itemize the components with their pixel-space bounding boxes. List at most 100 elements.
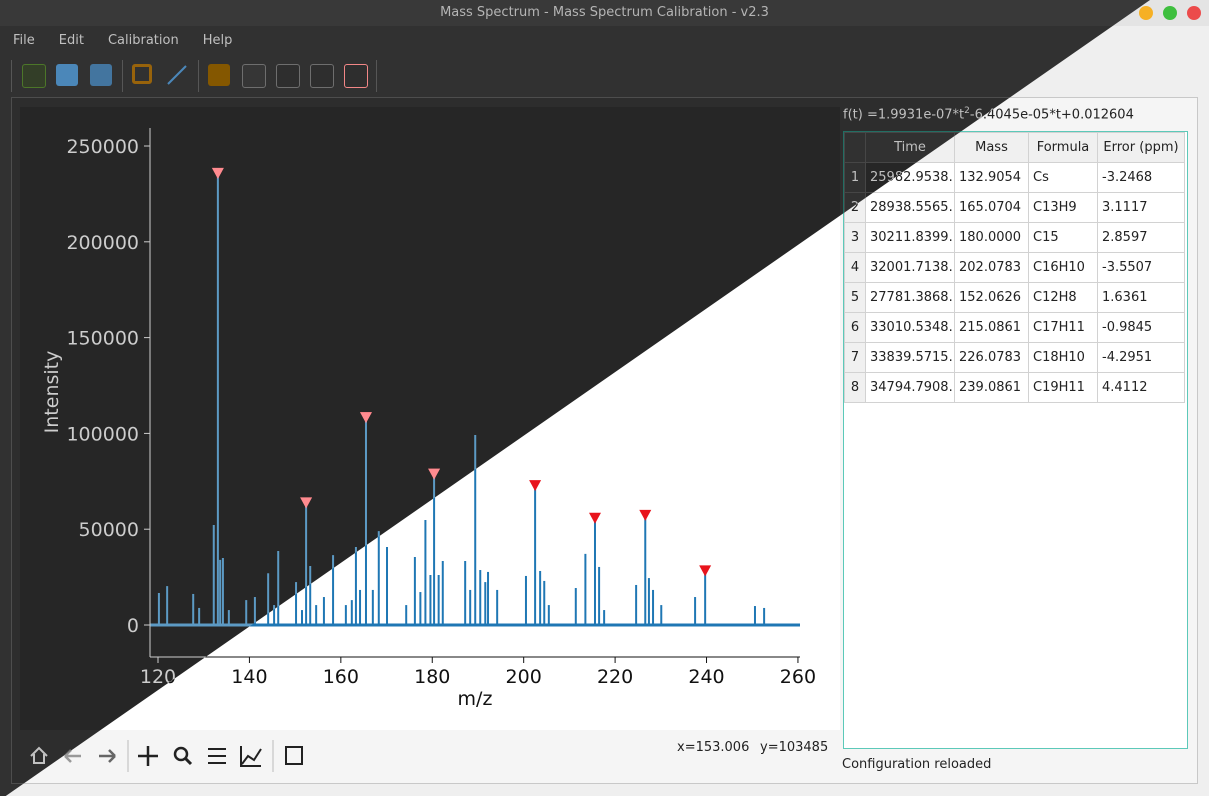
peak-clear-button[interactable] (344, 64, 368, 88)
y-tick-label: 0 (127, 615, 139, 637)
row-header: 3 (844, 222, 866, 253)
table-cell: C13H9 (1028, 192, 1098, 223)
peak-find-button[interactable] (310, 64, 334, 88)
zoom-handle (183, 756, 193, 766)
title-bar: Mass Spectrum - Mass Spectrum Calibratio… (0, 0, 1209, 26)
column-header: Formula (1028, 132, 1098, 163)
table-row[interactable]: 1 25982.9538... 132.9054 Cs -3.2468 (844, 162, 1185, 193)
y-tick-label: 200000 (66, 232, 139, 254)
separator (376, 60, 377, 92)
column-header: Time (865, 132, 955, 163)
save-as-button[interactable] (90, 64, 112, 86)
table-row[interactable]: 8 34794.7908... 239.0861 C19H11 4.4112 (844, 372, 1185, 403)
table-row[interactable]: 2 28938.5565... 165.0704 C13H9 3.1117 (844, 192, 1185, 223)
menu-item[interactable]: Calibration (107, 33, 179, 48)
x-tick-label: 220 (597, 666, 633, 688)
menu-item[interactable]: Help (202, 33, 233, 48)
new-button[interactable] (22, 64, 46, 88)
table-cell: Cs (1028, 162, 1098, 193)
table-cell: -3.5507 (1097, 252, 1185, 283)
x-tick-label: 120 (140, 666, 176, 688)
back-button[interactable] (64, 749, 81, 763)
peak-button[interactable] (276, 64, 300, 88)
peak-marker (428, 468, 441, 480)
peak-marker (699, 565, 712, 577)
peak-marker (588, 512, 601, 524)
forward-button[interactable] (99, 749, 116, 763)
peak-marker (300, 497, 313, 509)
line-button[interactable] (166, 64, 188, 86)
table-cell: 27781.3868... (865, 282, 955, 313)
peak-marker (211, 167, 224, 179)
toolbar (8, 58, 408, 94)
crop-button[interactable] (132, 64, 152, 84)
table-cell: 34794.7908... (865, 372, 955, 403)
table-row[interactable]: 5 27781.3868... 152.0626 C12H8 1.6361 (844, 282, 1185, 313)
configure-button[interactable] (208, 748, 226, 764)
x-tick-label: 240 (688, 666, 724, 688)
open-button[interactable] (208, 64, 230, 86)
pan-button[interactable] (138, 746, 158, 766)
edit-axis-button[interactable] (240, 746, 262, 767)
reload-button[interactable] (242, 64, 266, 88)
x-tick-label: 260 (780, 666, 816, 688)
table-cell: 3.1117 (1097, 192, 1185, 223)
close-button[interactable] (1187, 6, 1201, 20)
table-cell: 132.9054 (954, 162, 1029, 193)
nav-icons: x=153.006 y=103485 (30, 740, 828, 772)
save-figure-button[interactable] (285, 746, 303, 765)
peak-marker (359, 412, 372, 424)
y-axis-label: Intensity (41, 351, 63, 434)
table-cell: C15 (1028, 222, 1098, 253)
table-cell: 202.0783 (954, 252, 1029, 283)
y-tick-label: 250000 (66, 136, 139, 158)
y-tick-label: 150000 (66, 328, 139, 350)
peak-marker (639, 509, 652, 521)
table-cell: 239.0861 (954, 372, 1029, 403)
table-row[interactable]: 6 33010.5348... 215.0861 C17H11 -0.9845 (844, 312, 1185, 343)
table: Time Mass Formula Error (ppm) 1 25982.9538...… (844, 132, 1185, 403)
y-tick-label: 100000 (66, 423, 139, 445)
table-row[interactable]: 4 32001.7138... 202.0783 C16H10 -3.5507 (844, 252, 1185, 283)
column-header: Mass (954, 132, 1029, 163)
menu-bar: File Edit Calibration Help (0, 28, 1209, 54)
maximize-button[interactable] (1163, 6, 1177, 20)
x-tick-label: 160 (323, 666, 359, 688)
table-cell: 152.0626 (954, 282, 1029, 313)
row-header: 5 (844, 282, 866, 313)
menu-item[interactable]: Edit (58, 33, 84, 48)
cursor-y: y=103485 (760, 740, 828, 755)
separator (198, 60, 199, 92)
row-header: 1 (844, 162, 866, 193)
status-bar: Configuration reloaded (842, 757, 992, 772)
minimize-button[interactable] (1139, 6, 1153, 20)
table-row[interactable]: 7 33839.5715... 226.0783 C18H10 -4.2951 (844, 342, 1185, 373)
table-cell: C12H8 (1028, 282, 1098, 313)
peak-marker (529, 480, 542, 492)
separator (11, 60, 12, 92)
formula-part: f(t) =1.9931e-07*t (843, 107, 965, 123)
plot-navigation: x=153.006 y=103485 (20, 732, 840, 778)
table-cell: 32001.7138... (865, 252, 955, 283)
table-cell: C16H10 (1028, 252, 1098, 283)
menu-item[interactable]: File (13, 33, 35, 48)
table-row[interactable]: 3 30211.8399... 180.0000 C15 2.8597 (844, 222, 1185, 253)
table-cell: C17H11 (1028, 312, 1098, 343)
cursor-x: x=153.006 (677, 740, 749, 755)
row-header: 8 (844, 372, 866, 403)
table-cell: 25982.9538... (865, 162, 955, 193)
table-cell: 30211.8399... (865, 222, 955, 253)
spectrum-plot: m/z Intensity 120 140 160 180 200 220 240 260 0 5… (20, 107, 840, 730)
row-header: 4 (844, 252, 866, 283)
table-cell: 226.0783 (954, 342, 1029, 373)
row-header: 2 (844, 192, 866, 223)
x-tick-label: 140 (231, 666, 267, 688)
home-button[interactable] (30, 746, 48, 764)
calibration-table: Time Mass Formula Error (ppm) 1 25982.9538...… (843, 131, 1188, 749)
table-cell: 28938.5565... (865, 192, 955, 223)
table-cell: 165.0704 (954, 192, 1029, 223)
table-cell: 33010.5348... (865, 312, 955, 343)
calibration-formula: f(t) =1.9931e-07*t2-6.4045e-05*t+0.01260… (843, 106, 1134, 122)
save-button[interactable] (56, 64, 78, 86)
